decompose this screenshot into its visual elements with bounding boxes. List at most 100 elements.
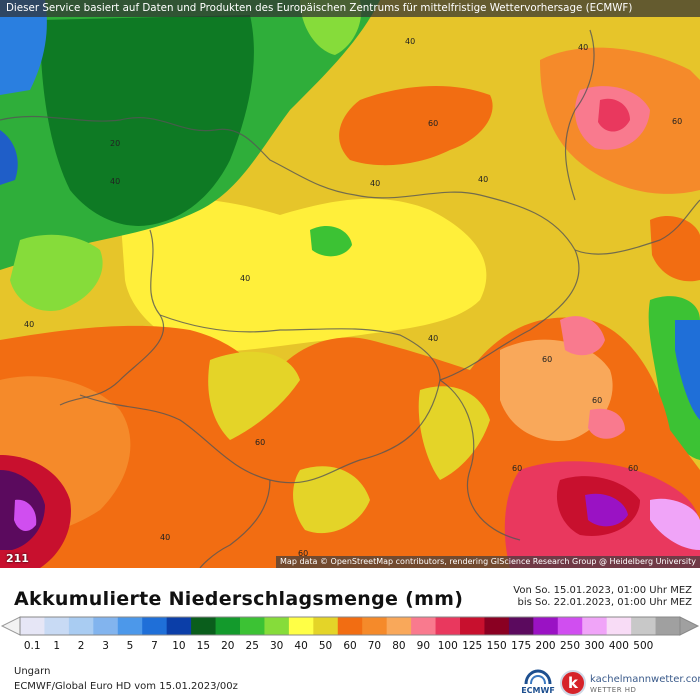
border-line-1 <box>0 115 356 196</box>
scale-segment <box>557 617 583 635</box>
scale-segment <box>337 617 363 635</box>
legend-title: Akkumulierte Niederschlagsmenge (mm) <box>14 588 464 610</box>
kachelmann-logo: k kachelmannwetter.com WETTER HD <box>560 668 700 698</box>
scale-arrow-left <box>0 616 21 636</box>
scale-segment <box>313 617 339 635</box>
scale-segment <box>93 617 119 635</box>
scale-segment <box>215 617 241 635</box>
scale-segment <box>411 617 437 635</box>
scale-segment <box>117 617 143 635</box>
map-zone-darkgreen <box>40 15 254 226</box>
map-canvas: 20 40 40 40 40 40 40 40 40 40 60 60 60 6… <box>0 0 700 568</box>
scale-segment <box>460 617 485 635</box>
brand-name: kachelmannwetter.com <box>590 674 700 685</box>
border-line-9 <box>199 479 271 568</box>
scale-segment <box>582 617 608 635</box>
period-to: bis So. 22.01.2023, 01:00 Uhr MEZ <box>517 597 692 608</box>
region-name: Ungarn <box>14 666 51 677</box>
scale-tick-label: 2 <box>77 640 85 652</box>
scale-tick-label: 300 <box>584 640 605 652</box>
scale-tick-label: 0.1 <box>23 640 41 652</box>
map-patch-orange-e <box>650 215 700 282</box>
scale-tick-label: 30 <box>269 640 284 652</box>
scale-tick-label: 80 <box>392 640 406 652</box>
border-line-3 <box>354 191 580 381</box>
precipitation-map: 20 40 40 40 40 40 40 40 40 40 60 60 60 6… <box>0 0 700 568</box>
contour-label: 60 <box>628 464 638 473</box>
ecmwf-logo: ECMWF <box>518 668 558 698</box>
scale-tick-label: 5 <box>126 640 134 652</box>
scale-tick-label: 100 <box>437 640 458 652</box>
scale-tick-label: 70 <box>367 640 382 652</box>
contour-label: 40 <box>240 274 250 283</box>
scale-tick-label: 125 <box>462 640 483 652</box>
legend-panel: Akkumulierte Niederschlagsmenge (mm) Von… <box>0 568 700 700</box>
scale-tick-label: 40 <box>294 640 308 652</box>
scale-segment <box>44 617 70 635</box>
contour-label: 40 <box>478 175 488 184</box>
scale-segment <box>435 617 461 635</box>
border-line-2 <box>59 229 165 406</box>
scale-segment <box>362 617 388 635</box>
contour-label: 60 <box>592 396 602 405</box>
contour-label: 60 <box>542 355 552 364</box>
kachelmann-logo-icon: k <box>560 670 586 696</box>
scale-tick-label: 400 <box>608 640 629 652</box>
map-zone-lilac-se <box>650 498 700 550</box>
map-patch-lightgreen2 <box>10 234 103 311</box>
contour-label: 40 <box>110 177 120 186</box>
scale-tick-label: 10 <box>172 640 186 652</box>
map-zone-salmon-e <box>500 339 613 441</box>
contour-label: 40 <box>405 37 415 46</box>
color-scale-bar <box>0 616 700 636</box>
brand-sub: WETTER HD <box>590 686 637 694</box>
scale-segment <box>191 617 217 635</box>
scale-tick-label: 3 <box>102 640 109 652</box>
contour-label: 60 <box>255 438 265 447</box>
scale-tick-label: 250 <box>559 640 581 652</box>
scale-segment <box>264 617 290 635</box>
scale-segment <box>533 617 559 635</box>
scale-tick-label: 175 <box>511 640 532 652</box>
map-credit: Map data © OpenStreetMap contributors, r… <box>276 556 700 568</box>
map-patch-blue-east <box>675 320 700 420</box>
ecmwf-logo-text: ECMWF <box>521 686 555 695</box>
frame-label: 211 <box>6 552 29 565</box>
scale-tick-label: 50 <box>318 640 333 652</box>
period-from: Von So. 15.01.2023, 01:00 Uhr MEZ <box>513 585 692 596</box>
scale-arrow-right <box>679 616 700 636</box>
map-zone-yellow <box>120 198 487 352</box>
scale-segment <box>288 617 314 635</box>
contour-label: 40 <box>160 533 170 542</box>
map-zone-blue2 <box>0 130 18 185</box>
scale-segment <box>508 617 534 635</box>
scale-segment <box>68 617 94 635</box>
border-line-8 <box>565 29 595 201</box>
map-tongue-yellow2 <box>418 386 490 480</box>
scale-tick-label: 90 <box>416 640 431 652</box>
scale-tick-label: 20 <box>221 640 235 652</box>
map-patch-green3 <box>310 225 352 257</box>
scale-segment <box>631 617 657 635</box>
contour-label: 60 <box>298 549 308 558</box>
map-patch-pink-e2 <box>588 408 625 439</box>
scale-tick-label: 60 <box>343 640 357 652</box>
map-zone-red-ne <box>598 98 630 132</box>
map-tongue-yellow3 <box>293 466 370 534</box>
scale-segment <box>386 617 412 635</box>
scale-segment <box>484 617 510 635</box>
contour-label: 60 <box>672 117 682 126</box>
map-zone-orange-north <box>339 85 493 166</box>
scale-tick-label: 7 <box>151 640 158 652</box>
scale-outline <box>19 616 681 636</box>
contour-label: 40 <box>578 43 588 52</box>
scale-segment <box>240 617 265 635</box>
border-line-6 <box>439 379 521 541</box>
scale-tick-label: 150 <box>486 640 507 652</box>
contour-label: 60 <box>512 464 522 473</box>
scale-tick-label: 25 <box>245 640 259 652</box>
contour-label: 40 <box>370 179 380 188</box>
scale-segment <box>655 617 681 635</box>
color-scale-ticks: 0.1 1 2 3 5 7 10 15 20 25 30 40 50 60 70 80 90 100 125 150 1… <box>0 640 700 654</box>
contour-label: 40 <box>428 334 438 343</box>
